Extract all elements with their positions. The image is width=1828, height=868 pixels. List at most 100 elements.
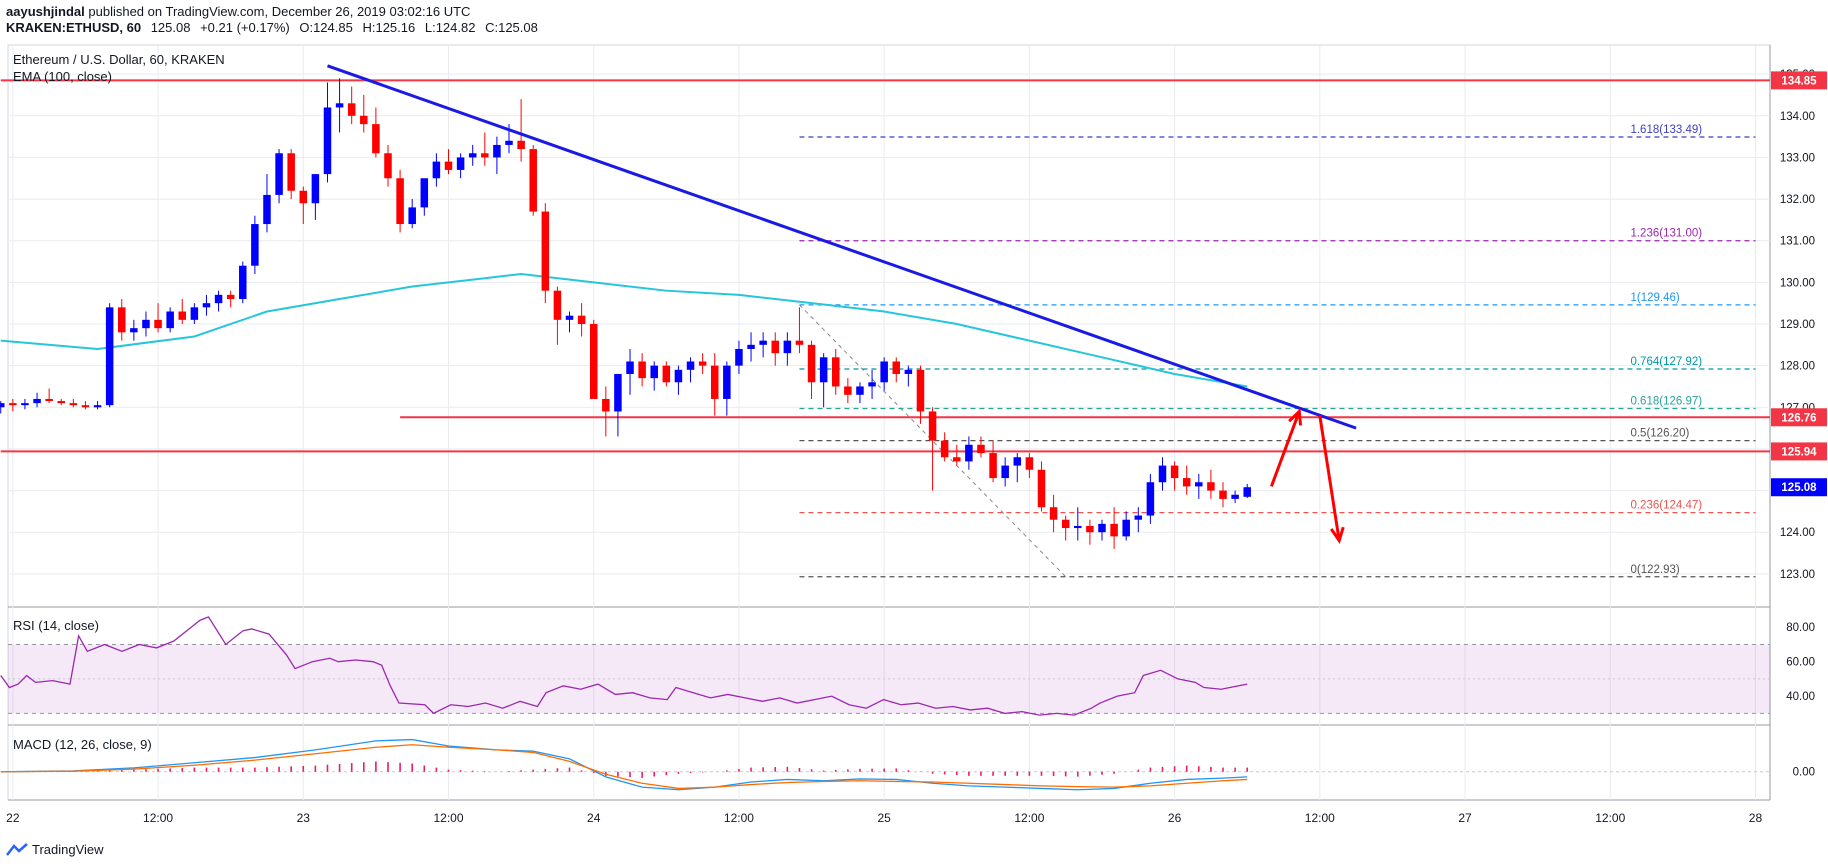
ema-line <box>0 273 1248 388</box>
close-value: 125.08 <box>498 20 538 35</box>
candle-up <box>565 311 574 333</box>
footer-brand[interactable]: TradingView <box>6 842 104 857</box>
candle-body <box>468 153 477 158</box>
candle-body <box>505 140 513 145</box>
candle-down <box>1219 482 1227 508</box>
candle-up <box>759 332 767 358</box>
ema-indicator-label: EMA (100, close) <box>13 69 112 84</box>
candle-body <box>541 211 550 291</box>
candle-down <box>287 149 295 200</box>
candle-down <box>444 149 453 175</box>
candle-up <box>456 153 465 179</box>
author-name[interactable]: aayushjindal <box>6 4 85 19</box>
candle-up <box>965 436 973 470</box>
candle-down <box>577 303 586 337</box>
rsi-tick-label: 80.00 <box>1786 622 1815 634</box>
y-tick-label: 132.00 <box>1780 194 1815 206</box>
candle-body <box>1182 478 1191 487</box>
candle-body <box>674 369 683 383</box>
x-tick-label: 12:00 <box>143 811 173 825</box>
candle-down <box>1110 507 1118 549</box>
candle-body <box>686 361 695 370</box>
projection-arrow <box>1318 415 1341 541</box>
fib-level-label: 1.618(133.49) <box>1630 124 1702 136</box>
x-tick-label: 22 <box>6 811 20 825</box>
candle-body <box>323 107 332 175</box>
low-value: 124.82 <box>435 20 476 35</box>
candle-body <box>928 411 937 441</box>
candle-body <box>1025 457 1034 470</box>
candle-body <box>553 290 562 320</box>
candle-down <box>807 340 816 399</box>
candle-up <box>626 348 634 395</box>
candle-body <box>771 340 779 354</box>
candle-body <box>81 405 90 408</box>
candle-body <box>844 386 852 395</box>
candle-body <box>614 373 622 412</box>
candle-up <box>0 401 5 414</box>
candle-body <box>940 440 949 458</box>
fib-level-label: 1.236(131.00) <box>1630 228 1702 240</box>
candle-body <box>1049 507 1058 520</box>
candle-up <box>1134 507 1143 533</box>
candle-body <box>1146 482 1155 516</box>
candle-body <box>1195 482 1203 487</box>
candle-up <box>686 357 695 383</box>
pane-labels: Ethereum / U.S. Dollar, 60, KRAKEN EMA (… <box>13 52 225 752</box>
candle-up <box>819 353 828 408</box>
last-price-tag <box>1771 478 1827 497</box>
candle-body <box>444 161 453 170</box>
candle-body <box>21 403 29 406</box>
candle-body <box>142 319 150 329</box>
y-tick-label: 128.00 <box>1780 361 1815 373</box>
high-value: 125.16 <box>375 20 416 35</box>
candle-body <box>105 307 114 406</box>
candle-up <box>93 401 102 410</box>
candle-body <box>626 361 634 374</box>
candle-body <box>662 365 671 383</box>
chart-canvas[interactable]: 1.618(133.49) 1.236(131.00) 1(129.46) 0.764… <box>0 0 1828 835</box>
candle-body <box>1219 490 1227 499</box>
y-tick-label: 130.00 <box>1780 277 1815 289</box>
candle-up <box>166 307 174 333</box>
candle-body <box>965 444 973 462</box>
candle-body <box>1074 525 1082 529</box>
candle-up <box>105 303 114 408</box>
candle-body <box>747 344 755 349</box>
candle-up <box>674 365 683 395</box>
candle-body <box>819 357 828 383</box>
candle-up <box>783 332 792 366</box>
candle-up <box>468 144 477 166</box>
signal-line <box>0 744 1248 790</box>
candle-down <box>481 132 489 166</box>
fib-level-label: 0.764(127.92) <box>1630 356 1702 368</box>
candle-body <box>1061 519 1070 529</box>
candle-body <box>420 178 429 208</box>
y-tick-label: 124.00 <box>1780 527 1815 539</box>
macd-pane[interactable] <box>0 738 1770 791</box>
candle-body <box>1122 519 1130 537</box>
rsi-pane[interactable] <box>0 616 1770 716</box>
candle-body <box>0 403 5 408</box>
candle-body <box>783 340 792 354</box>
candle-down <box>360 94 368 133</box>
candle-up <box>130 319 138 341</box>
candle-body <box>130 328 138 333</box>
macd-line <box>0 738 1248 791</box>
candle-down <box>892 357 901 383</box>
candle-down <box>1170 461 1179 491</box>
candle-up <box>432 153 441 187</box>
candle-down <box>81 401 90 410</box>
price-pane[interactable]: 1.618(133.49) 1.236(131.00) 1(129.46) 0.764… <box>0 64 1770 578</box>
candle-down <box>372 107 380 158</box>
candle-up <box>868 369 876 399</box>
open-label: O: <box>299 20 314 35</box>
candle-down <box>1207 469 1215 499</box>
candle-down <box>832 348 840 395</box>
candle-up <box>747 332 755 362</box>
candle-down <box>662 361 671 387</box>
candle-up <box>650 361 658 391</box>
candle-body <box>807 344 816 383</box>
candle-body <box>723 365 731 399</box>
candle-down <box>396 169 404 233</box>
